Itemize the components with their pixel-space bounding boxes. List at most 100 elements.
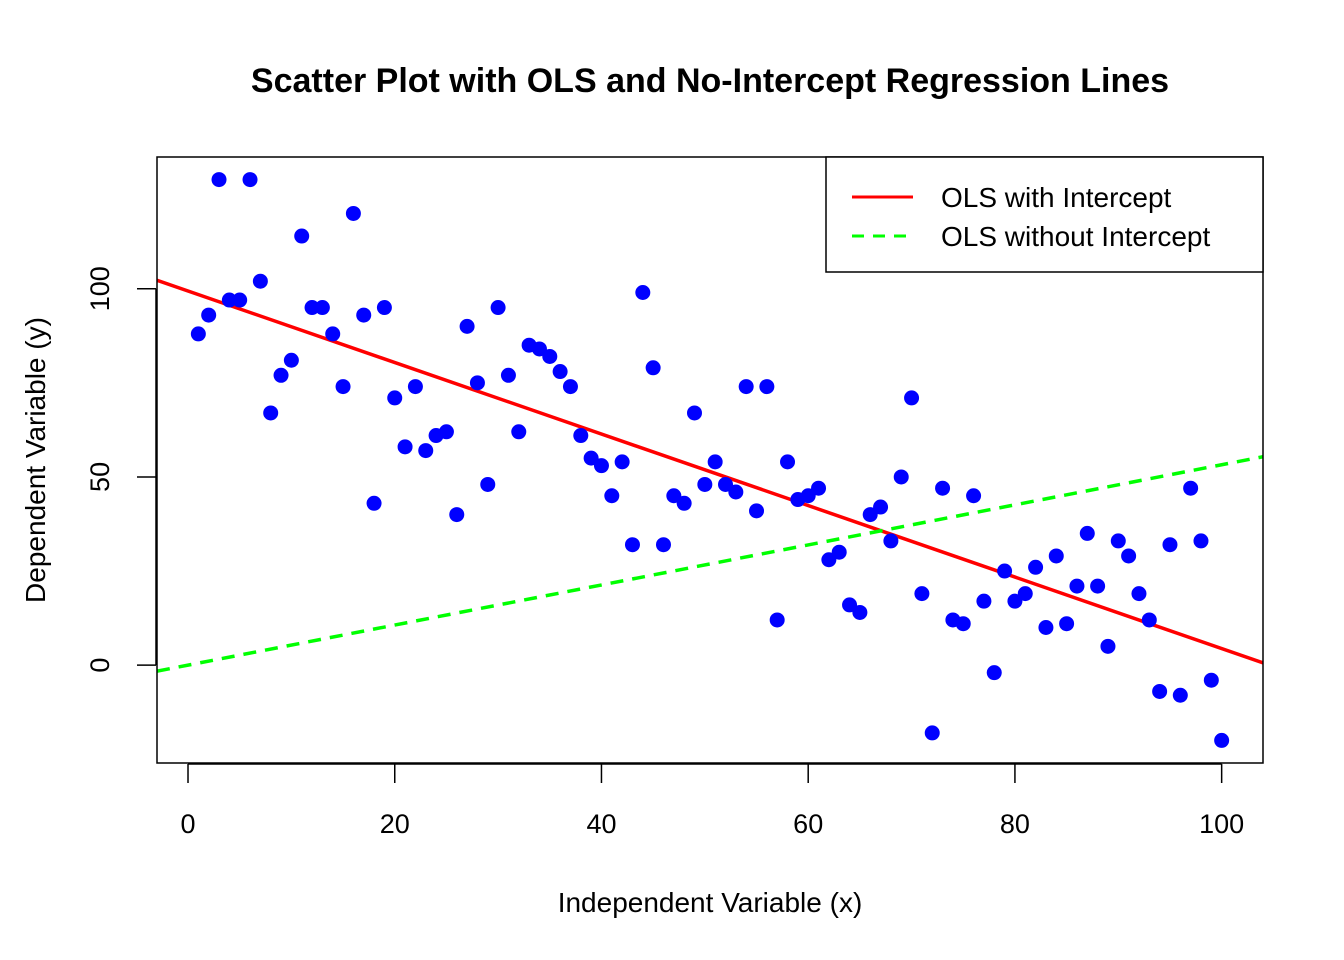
data-point: [190, 326, 206, 342]
data-point: [624, 537, 640, 553]
data-point: [893, 469, 909, 485]
data-point: [924, 725, 940, 741]
data-point: [1121, 548, 1137, 564]
data-point: [1110, 533, 1126, 549]
data-point: [469, 375, 485, 391]
y-tick-label: 100: [85, 266, 115, 311]
data-point: [904, 390, 920, 406]
data-point: [728, 484, 744, 500]
data-point: [418, 443, 434, 459]
data-point: [655, 537, 671, 553]
data-point: [583, 450, 599, 466]
data-point: [1131, 586, 1147, 602]
data-point: [294, 228, 310, 244]
data-point: [345, 205, 361, 221]
x-tick-label: 0: [180, 809, 195, 839]
y-tick-label: 0: [85, 658, 115, 673]
data-point: [997, 563, 1013, 579]
data-point: [387, 390, 403, 406]
data-point: [852, 604, 868, 620]
data-point: [397, 439, 413, 455]
data-point: [449, 507, 465, 523]
data-point: [273, 367, 289, 383]
data-point: [232, 292, 248, 308]
data-point: [1203, 672, 1219, 688]
data-point: [976, 593, 992, 609]
data-point: [1141, 612, 1157, 628]
data-point: [325, 326, 341, 342]
data-point: [366, 495, 382, 511]
data-point: [511, 424, 527, 440]
data-point: [966, 488, 982, 504]
data-point: [1183, 480, 1199, 496]
data-point: [283, 352, 299, 368]
ols-no-intercept-line: [157, 455, 1263, 673]
data-point: [697, 476, 713, 492]
chart-title: Scatter Plot with OLS and No-Intercept R…: [251, 62, 1169, 100]
data-point: [1038, 619, 1054, 635]
data-point: [480, 476, 496, 492]
data-point: [252, 273, 268, 289]
data-point: [490, 300, 506, 316]
x-tick-label: 20: [380, 809, 410, 839]
data-point: [211, 172, 227, 188]
data-point: [862, 507, 878, 523]
data-point: [314, 300, 330, 316]
data-point: [459, 318, 475, 334]
data-point: [531, 341, 547, 357]
data-point: [821, 552, 837, 568]
data-point: [1059, 616, 1075, 632]
data-point: [1214, 732, 1230, 748]
data-point: [221, 292, 237, 308]
data-point: [883, 533, 899, 549]
x-axis-label: Independent Variable (x): [558, 887, 863, 918]
data-point: [407, 379, 423, 395]
legend-label-ols-no-intercept: OLS without Intercept: [941, 221, 1210, 252]
legend-box: [825, 156, 1264, 273]
data-point: [1069, 578, 1085, 594]
data-point: [676, 495, 692, 511]
data-point: [738, 379, 754, 395]
data-point: [811, 480, 827, 496]
data-point: [955, 616, 971, 632]
data-point: [780, 454, 796, 470]
data-point: [201, 307, 217, 323]
legend-label-ols-intercept: OLS with Intercept: [941, 182, 1172, 213]
data-point: [1100, 638, 1116, 654]
data-point: [749, 503, 765, 519]
data-point: [1048, 548, 1064, 564]
data-point: [1090, 578, 1106, 594]
data-point: [593, 458, 609, 474]
legend: OLS with Intercept OLS without Intercept: [825, 156, 1264, 273]
y-axis: 0 50 100: [85, 266, 157, 673]
data-point: [1017, 586, 1033, 602]
plot-frame: [156, 156, 1264, 764]
data-point: [1172, 687, 1188, 703]
x-axis: 0 20 40 60 80 100: [180, 763, 1244, 839]
data-point: [1007, 593, 1023, 609]
data-point: [800, 488, 816, 504]
data-point: [842, 597, 858, 613]
data-point: [438, 424, 454, 440]
data-point: [686, 405, 702, 421]
data-point: [1152, 683, 1168, 699]
data-point: [635, 285, 651, 301]
ols-intercept-line: [157, 278, 1263, 665]
data-point: [573, 428, 589, 444]
data-point: [552, 364, 568, 380]
data-point: [542, 348, 558, 364]
data-point: [263, 405, 279, 421]
data-point: [873, 499, 889, 515]
data-point: [1079, 525, 1095, 541]
data-point: [707, 454, 723, 470]
data-point: [1162, 537, 1178, 553]
data-point: [604, 488, 620, 504]
data-point: [986, 665, 1002, 681]
data-point: [831, 544, 847, 560]
data-point: [718, 476, 734, 492]
x-tick-label: 100: [1199, 809, 1244, 839]
data-point: [935, 480, 951, 496]
data-point: [1028, 559, 1044, 575]
data-point: [500, 367, 516, 383]
